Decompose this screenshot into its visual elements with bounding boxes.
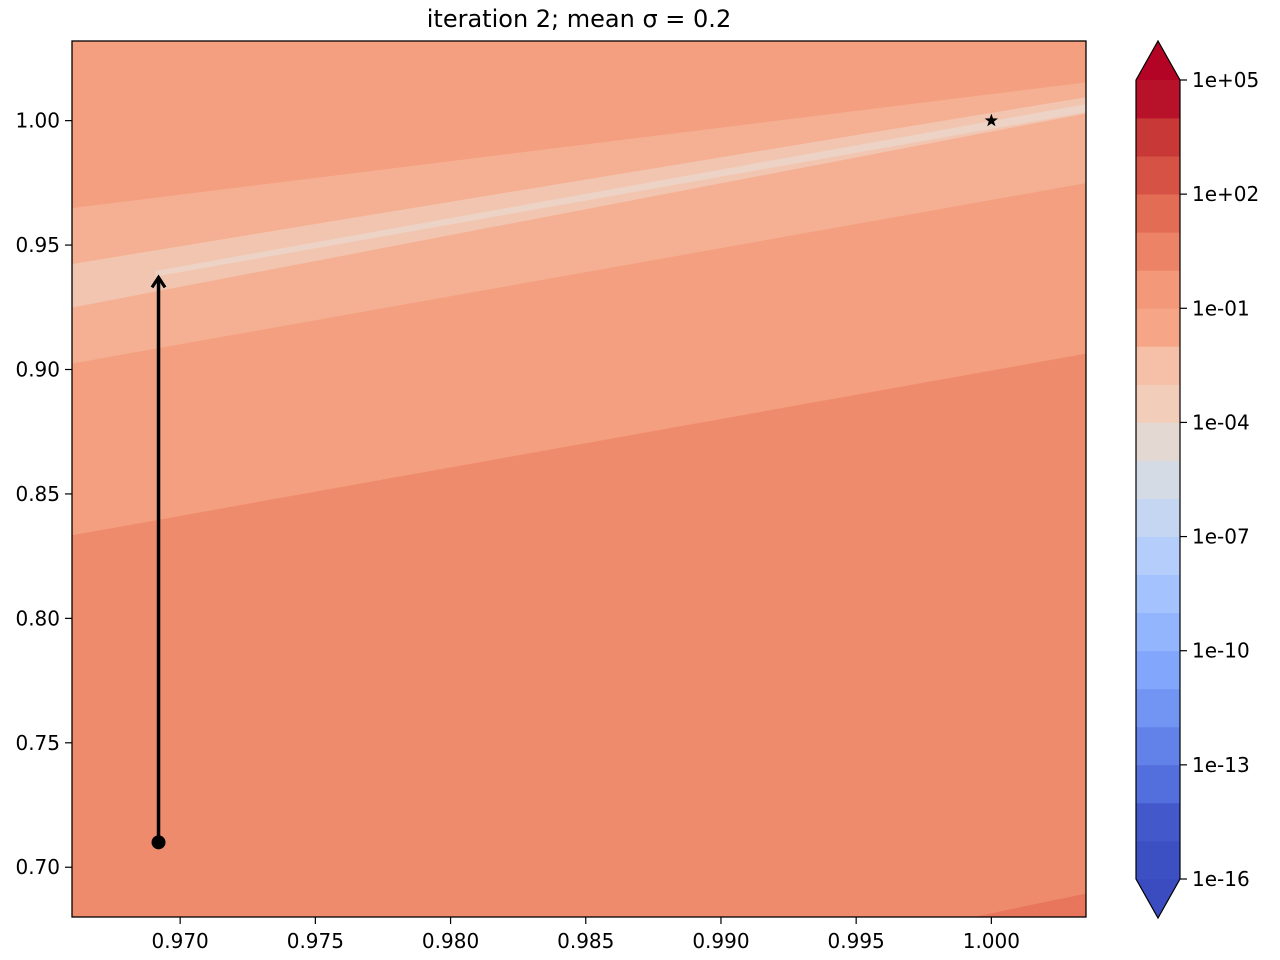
colorbar-band bbox=[1136, 688, 1180, 728]
x-axis: 0.970 0.975 0.980 0.985 0.990 0.995 1.000 bbox=[152, 917, 1020, 953]
colorbar-band bbox=[1136, 270, 1180, 309]
colorbar-tick-label: 1e-04 bbox=[1192, 410, 1250, 434]
colorbar-extend-high bbox=[1136, 41, 1180, 80]
colorbar-band bbox=[1136, 156, 1180, 195]
plot-frame bbox=[71, 40, 1087, 918]
colorbar-tick-label: 1e-10 bbox=[1192, 639, 1250, 663]
colorbar-tick-label: 1e+02 bbox=[1192, 182, 1259, 206]
colorbar-band bbox=[1136, 612, 1180, 652]
colorbar-tick-label: 1e-07 bbox=[1192, 525, 1250, 549]
y-tick-label: 0.80 bbox=[15, 606, 60, 630]
contour-band-3 bbox=[72, 182, 1086, 536]
optimizer-path bbox=[150, 113, 999, 850]
colorbar-band bbox=[1136, 802, 1180, 842]
colorbar: 1e-16 1e-13 1e-10 1e-07 1e-04 1e-01 1e+02 1e+05 bbox=[1135, 39, 1259, 920]
colorbar-tick-label: 1e-13 bbox=[1192, 753, 1250, 777]
colorbar-band bbox=[1136, 80, 1180, 119]
y-tick-label: 0.75 bbox=[15, 731, 60, 755]
contour-band-6 bbox=[72, 81, 1086, 265]
colorbar-band bbox=[1136, 308, 1180, 347]
x-tick-label: 0.990 bbox=[692, 929, 749, 953]
colorbar-tick-label: 1e-01 bbox=[1192, 296, 1250, 320]
contour-band-7 bbox=[72, 41, 1086, 209]
colorbar-band bbox=[1136, 460, 1180, 499]
contour-bands bbox=[72, 41, 1086, 917]
y-axis: 0.70 0.75 0.80 0.85 0.90 0.95 1.00 bbox=[15, 109, 72, 879]
x-tick-label: 1.000 bbox=[963, 929, 1020, 953]
colorbar-band bbox=[1136, 384, 1180, 423]
x-tick-label: 0.985 bbox=[557, 929, 614, 953]
contour-band-5 bbox=[72, 96, 1086, 308]
colorbar-tick-label: 1e+05 bbox=[1192, 68, 1259, 92]
y-tick-label: 0.95 bbox=[15, 233, 60, 257]
colorbar-band bbox=[1136, 232, 1180, 271]
x-tick-label: 0.980 bbox=[422, 929, 479, 953]
colorbar-band bbox=[1136, 118, 1180, 157]
colorbar-band bbox=[1136, 726, 1180, 766]
target-star-marker bbox=[984, 113, 999, 127]
contour-band-4 bbox=[72, 112, 1086, 364]
y-tick-label: 0.90 bbox=[15, 358, 60, 382]
colorbar-band bbox=[1136, 574, 1180, 614]
colorbar-band bbox=[1136, 498, 1180, 537]
chart-title: iteration 2; mean σ = 0.2 bbox=[427, 5, 731, 33]
colorbar-extend-low bbox=[1136, 879, 1180, 918]
colorbar-band bbox=[1136, 650, 1180, 690]
contour-band-1 bbox=[969, 893, 1086, 917]
start-point-marker bbox=[151, 835, 166, 850]
x-tick-label: 0.970 bbox=[152, 929, 209, 953]
colorbar-band bbox=[1136, 536, 1180, 576]
x-tick-label: 0.975 bbox=[287, 929, 344, 953]
x-tick-label: 0.995 bbox=[828, 929, 885, 953]
colorbar-tick-label: 1e-16 bbox=[1192, 867, 1250, 891]
colorbar-band bbox=[1136, 764, 1180, 804]
contour-band-2 bbox=[72, 353, 1086, 917]
colorbar-band bbox=[1136, 422, 1180, 461]
contour-band-8 bbox=[155, 104, 1086, 277]
colorbar-band bbox=[1136, 194, 1180, 233]
path-arrowhead bbox=[150, 274, 167, 289]
colorbar-band bbox=[1136, 346, 1180, 385]
y-tick-label: 0.85 bbox=[15, 482, 60, 506]
y-tick-label: 0.70 bbox=[15, 855, 60, 879]
colorbar-band bbox=[1136, 840, 1180, 880]
y-tick-label: 1.00 bbox=[15, 109, 60, 133]
